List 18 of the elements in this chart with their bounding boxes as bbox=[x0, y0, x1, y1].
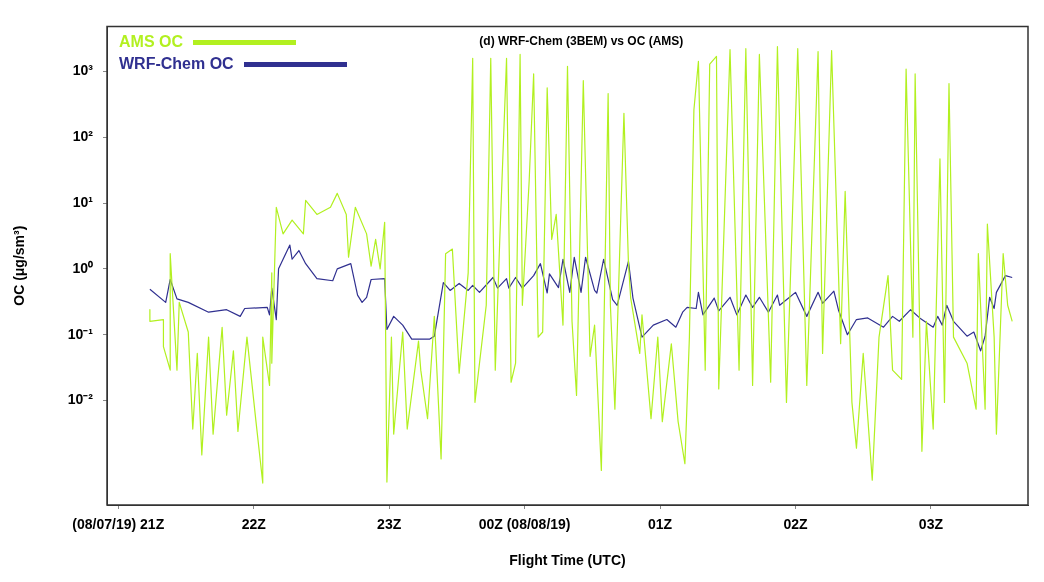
y-tick-label: 10¹ bbox=[72, 193, 94, 210]
x-tick-label: 23Z bbox=[377, 516, 402, 533]
y-axis-title: OC (μg/sm³) bbox=[11, 225, 28, 306]
text: WRF-Chem OC bbox=[119, 54, 234, 74]
x-tick-label: (08/07/19) 21Z bbox=[72, 516, 165, 533]
y-tick-label: 10² bbox=[72, 128, 94, 144]
x-tick-label: 01Z bbox=[647, 516, 673, 533]
x-tick-label: 02Z bbox=[783, 516, 808, 533]
x-tick-label: 00Z (08/08/19) bbox=[478, 516, 571, 533]
text: (d) WRF-Chem (3BEM) vs OC (AMS) bbox=[479, 33, 684, 48]
y-tick-label: 10⁻¹ bbox=[67, 325, 94, 342]
x-tick-label: 03Z bbox=[918, 516, 944, 533]
x-axis-title: Flight Time (UTC) bbox=[509, 552, 626, 569]
text: AMS OC bbox=[119, 32, 183, 52]
x-tick-label: 22Z bbox=[241, 516, 267, 533]
y-tick-label: 10⁰ bbox=[72, 259, 93, 276]
y-tick-label: 10³ bbox=[72, 62, 94, 79]
y-tick-label: 10⁻² bbox=[67, 391, 94, 408]
